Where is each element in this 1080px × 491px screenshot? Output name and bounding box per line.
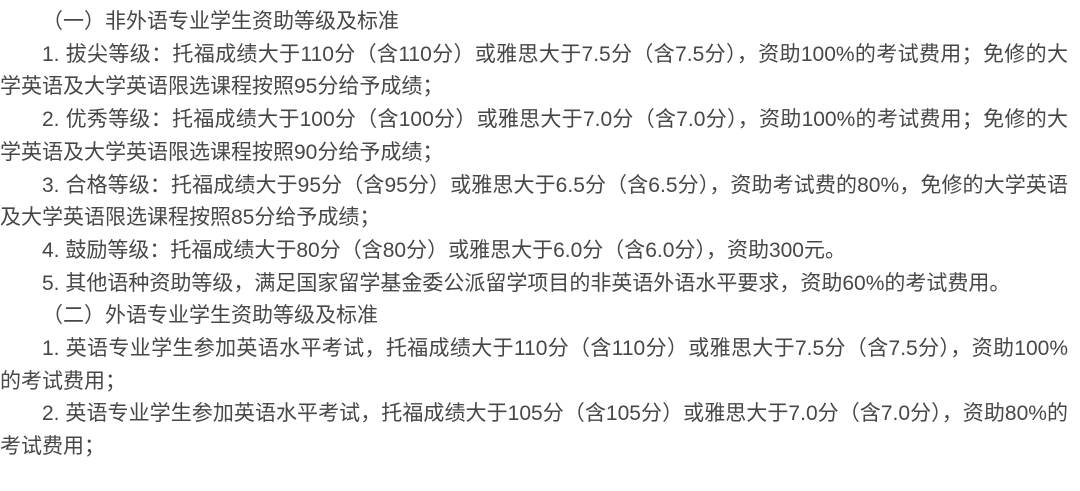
section1-item-2: 2. 优秀等级：托福成绩大于100分（含100分）或雅思大于7.0分（含7.0分… [0, 108, 1068, 164]
section1-item-5: 5. 其他语种资助等级，满足国家留学基金委公派留学项目的非英语外语水平要求，资助… [42, 271, 1011, 295]
section1-heading: （一）非外语专业学生资助等级及标准 [42, 10, 399, 33]
section2-item-2: 2. 英语专业学生参加英语水平考试，托福成绩大于105分（含105分）或雅思大于… [0, 402, 1068, 459]
section2-heading: （二）外语专业学生资助等级及标准 [42, 304, 378, 328]
section1-item-1: 1. 拔尖等级：托福成绩大于110分（含110分）或雅思大于7.5分（含7.5分… [0, 42, 1068, 99]
document-body: （一）非外语专业学生资助等级及标准 1. 拔尖等级：托福成绩大于110分（含11… [0, 10, 1068, 459]
section1-item-3: 3. 合格等级：托福成绩大于95分（含95分）或雅思大于6.5分（含6.5分），… [0, 173, 1068, 230]
section1-item-4: 4. 鼓励等级：托福成绩大于80分（含80分）或雅思大于6.0分（含6.0分），… [42, 238, 846, 262]
section2-item-1: 1. 英语专业学生参加英语水平考试，托福成绩大于110分（含110分）或雅思大于… [0, 337, 1068, 393]
